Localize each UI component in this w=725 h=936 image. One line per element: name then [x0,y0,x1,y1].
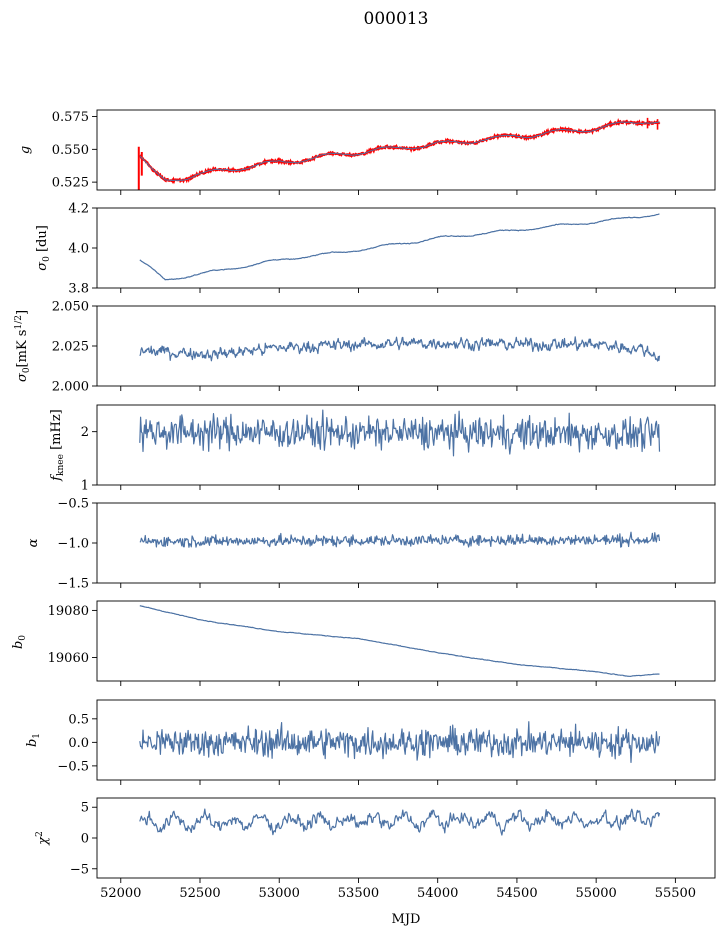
y-tick-label-alpha: −1.5 [57,577,89,592]
y-tick-label-sigma0_mks: 2.000 [52,380,89,395]
ylabel-chi2: χ2 [35,831,51,846]
y-tick-label-chi2: 5 [81,801,89,816]
ylabel-b0: b0 [11,635,28,649]
axes-frame-b1 [96,699,716,781]
axes-frame-fknee [96,404,716,486]
plot-area-b0 [139,605,660,677]
plot-area-alpha [139,531,661,548]
series-model [139,118,661,185]
panel-alpha: α −1.5 −1.0 −0.5 [26,497,716,592]
y-tick-label-sigma0_mks: 2.025 [52,340,89,355]
y-tick-label-sigma0_du: 4.0 [68,242,89,257]
ylabel-b1: b1 [25,733,42,747]
y-tick-label-g: 0.575 [52,110,89,125]
x-tick-label: 53500 [338,886,379,901]
y-tick-label-b0: 19060 [48,651,89,666]
ylabel-fknee: fknee [mHz] [49,409,66,482]
axes-frame-chi2 [96,797,716,879]
y-tick-label-sigma0_mks: 2.050 [52,300,89,315]
y-tick-label-b1: 0.0 [68,736,89,751]
x-tick-label: 55500 [655,886,696,901]
x-tick-label: 52000 [100,886,141,901]
panel-g: g 0.525 0.550 0.575 [18,109,716,195]
x-tick-label: 52500 [179,886,220,901]
series-g [139,121,660,181]
y-tick-label-chi2: −5 [70,862,89,877]
series-chi2 [139,808,661,836]
x-axis-label: MJD [392,912,421,927]
x-tick-label: 54500 [496,886,537,901]
x-tick-label: 53000 [259,886,300,901]
plot-area-sigma0_mks [139,336,661,362]
series-b1 [139,721,661,764]
panel-b1: b1 −0.5 0.0 0.5 [25,699,716,785]
panel-fknee: fknee [mHz] 1 2 [49,404,716,494]
series-sigma0_du [139,213,660,281]
panel-b0: b0 19060 19080 [11,600,716,686]
series-fknee [139,409,661,457]
y-tick-label-sigma0_du: 4.2 [68,202,89,217]
x-tick-label: 54000 [417,886,458,901]
y-tick-label-b1: 0.5 [68,712,89,727]
axes-frame-sigma0_du [96,207,716,289]
y-tick-label-fknee: 1 [81,479,89,494]
panel-sigma0-mks: σ0[mK s1/2] 2.000 2.025 2.050 [14,300,716,395]
plot-area-b1 [139,721,661,764]
axes-frame-g [96,109,716,191]
y-tick-label-b0: 19080 [48,604,89,619]
ylabel-g: g [18,146,33,154]
y-tick-label-sigma0_du: 3.8 [68,282,89,297]
ylabel-sigma0-du: σ0 [du] [35,225,52,271]
y-tick-label-fknee: 2 [81,425,89,440]
figure-title: 000013 [364,9,429,29]
axes-frame-b0 [96,600,716,682]
series-model-start-spike [137,146,143,190]
series-alpha [139,531,661,548]
plot-area-fknee [139,409,661,457]
plot-area-chi2 [139,808,661,836]
ylabel-sigma0-mks: σ0[mK s1/2] [14,310,32,382]
panel-sigma0-du: σ0 [du] 3.8 4.0 4.2 [35,202,716,297]
x-tick-label: 55000 [575,886,616,901]
y-tick-label-g: 0.550 [52,143,89,158]
series-b0 [139,605,660,677]
y-tick-label-g: 0.525 [52,176,89,191]
panel-chi2: χ2 −5 0 5 52000 52500 53000 53500 54000 54500 550… [35,797,716,901]
plot-area-g [137,117,661,190]
series-sigma0_mks [139,336,661,362]
ylabel-alpha: α [26,538,41,547]
y-tick-label-alpha: −0.5 [57,497,89,512]
plot-area-sigma0_du [139,213,660,281]
y-tick-label-b1: −0.5 [57,759,89,774]
y-tick-label-alpha: −1.0 [57,537,89,552]
y-tick-label-chi2: 0 [81,832,89,847]
